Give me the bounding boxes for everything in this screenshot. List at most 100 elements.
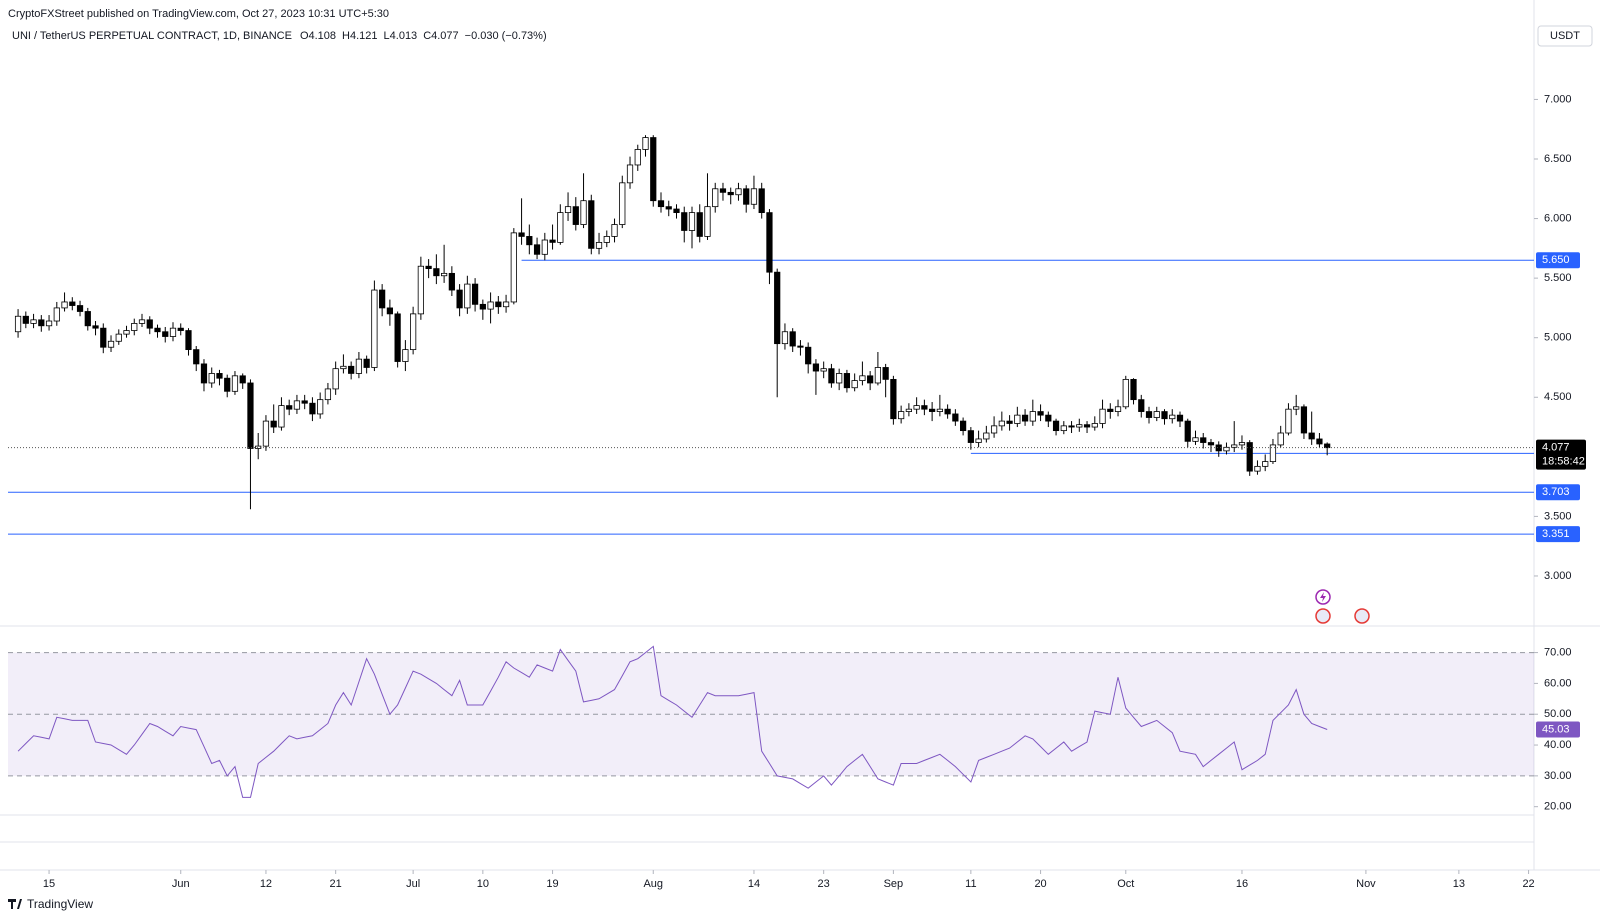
candle-body (309, 402, 316, 415)
candle-body (1293, 406, 1300, 410)
event-icon[interactable] (1354, 608, 1370, 624)
candle-body (1083, 424, 1091, 428)
x-tick-label: 21 (330, 878, 342, 890)
x-tick-label: Jul (406, 878, 420, 890)
candle-body (224, 377, 231, 392)
candle-body (1122, 378, 1129, 408)
candle-body (882, 367, 889, 380)
candle-body (665, 206, 672, 210)
y-tick-label: 4.500 (1544, 391, 1572, 403)
price-line-label: 5.650 (1542, 254, 1570, 266)
candle-body (1192, 437, 1199, 442)
candle-body (735, 188, 742, 196)
candle-body (518, 232, 525, 237)
candle-body (69, 301, 76, 306)
price-line-label: 3.703 (1542, 486, 1570, 498)
candle-body (510, 232, 517, 303)
x-tick-label: 22 (1522, 878, 1534, 890)
candle-body (1169, 414, 1176, 420)
y-tick-label: 5.000 (1544, 332, 1572, 344)
candle-body (913, 405, 920, 410)
candle-body (1308, 432, 1315, 440)
currency-box[interactable] (1537, 25, 1593, 47)
y-tick-label: 3.000 (1544, 570, 1572, 582)
candle-body (1246, 442, 1253, 472)
candle-body (262, 420, 270, 447)
brand: TradingView (27, 897, 93, 911)
candle-body (921, 405, 928, 410)
candle-body (123, 330, 130, 335)
candle-body (193, 349, 200, 365)
candle-body (657, 200, 665, 208)
candle-body (952, 413, 959, 422)
rsi-last-box (1536, 721, 1580, 738)
event-icon[interactable] (1315, 608, 1331, 624)
candle-body (340, 365, 347, 370)
candle-body (433, 268, 440, 277)
candle-body (905, 408, 912, 412)
candle-body (1107, 408, 1114, 412)
publisher: CryptoFXStreet published on TradingView.… (8, 8, 389, 20)
candle-body (239, 375, 246, 384)
candle-body (1262, 461, 1269, 467)
candle-body (1300, 406, 1308, 434)
candle-body (1021, 414, 1029, 422)
rsi-tick-label: 20.00 (1544, 801, 1572, 813)
candle-body (448, 272, 455, 291)
candle-body (851, 380, 858, 389)
candle-body (572, 206, 579, 225)
logo: TradingView (8, 897, 93, 911)
rsi-tick-label: 30.00 (1544, 770, 1572, 782)
x-tick-label: 11 (965, 878, 976, 890)
ohlc-label: H4.121 (342, 30, 377, 42)
candle-body (100, 327, 107, 348)
candle-body (975, 438, 982, 443)
candle-body (681, 212, 688, 231)
candle-body (959, 420, 967, 432)
candle-body (611, 224, 618, 237)
candle-body (363, 358, 370, 368)
currency[interactable]: USDT (1550, 30, 1580, 42)
last-price-label: 4.077 (1542, 442, 1570, 454)
price-line-box (1536, 526, 1580, 543)
candle-body (936, 408, 943, 412)
candle-body (1231, 444, 1238, 448)
candle-body (1176, 414, 1184, 422)
x-tick-label: Aug (643, 878, 663, 890)
candle-body (557, 212, 564, 243)
candle-body (967, 430, 974, 443)
rsi-last-label: 45.03 (1542, 723, 1570, 735)
candle-body (495, 301, 502, 308)
x-tick-label: Jun (172, 878, 190, 890)
candles (14, 135, 1331, 510)
candle-body (1045, 414, 1052, 422)
candle-body (417, 265, 424, 315)
event-icons[interactable] (1315, 589, 1370, 624)
candle-body (138, 319, 146, 324)
candle-body (541, 239, 548, 255)
candle-body (580, 200, 587, 225)
y-tick-label: 6.500 (1544, 153, 1572, 165)
candle-body (440, 272, 448, 277)
candle-body (526, 236, 533, 246)
candle-body (564, 206, 572, 214)
x-tick-label: Sep (884, 878, 904, 890)
candle-body (998, 420, 1005, 427)
x-tick-label: 20 (1034, 878, 1046, 890)
candle-body (386, 307, 393, 315)
y-tick-label: 3.500 (1544, 510, 1572, 522)
candle-body (402, 349, 409, 362)
candle-body (379, 289, 386, 309)
candle-body (898, 411, 905, 420)
candle-body (719, 188, 727, 193)
candle-body (1161, 411, 1168, 420)
rsi-tick-label: 50.00 (1544, 708, 1572, 720)
candle-body (131, 323, 138, 331)
candle-body (92, 325, 99, 329)
candle-body (828, 368, 835, 384)
candle-body (533, 244, 541, 255)
candle-body (712, 188, 719, 208)
price-line-box (1536, 252, 1580, 269)
